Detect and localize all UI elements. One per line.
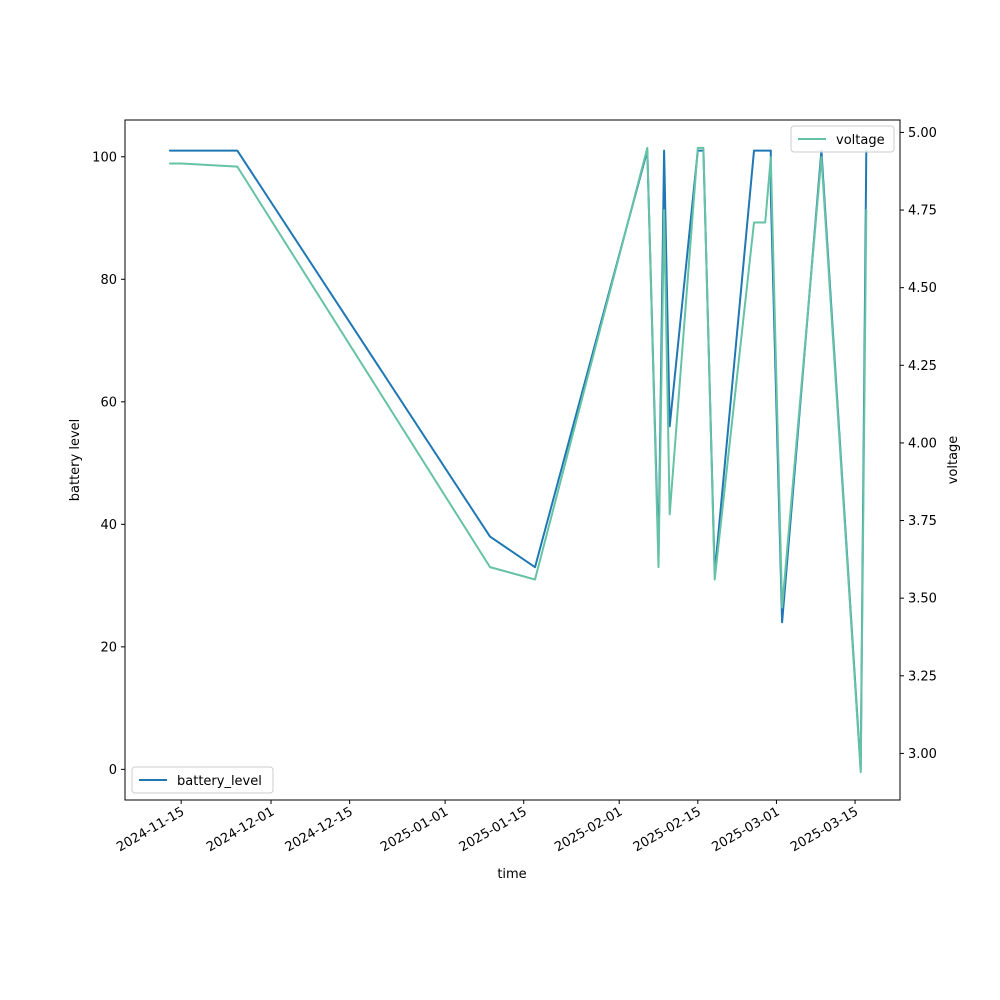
- y-right-tick-label: 3.00: [908, 747, 937, 762]
- legend-battery-level-label: battery_level: [177, 774, 262, 789]
- y-axis-right: 3.00 3.25 3.50 3.75 4.00 4.25 4.50 4.75 5.00: [900, 126, 937, 762]
- y-right-tick-label: 5.00: [908, 126, 937, 141]
- legend-voltage-label: voltage: [836, 133, 885, 148]
- y-axis-left: 0 20 40 60 80 100: [92, 150, 125, 778]
- y-left-tick-label: 40: [100, 518, 117, 533]
- y-right-tick-label: 4.50: [908, 281, 937, 296]
- y-axis-right-label: voltage: [946, 436, 961, 485]
- y-right-tick-label: 4.75: [908, 204, 937, 219]
- plot-frame: [124, 119, 901, 801]
- legend-voltage: voltage: [790, 125, 895, 153]
- series-layer: [168, 146, 868, 774]
- legend-voltage-box: [790, 125, 895, 153]
- y-left-tick-label: 100: [92, 150, 117, 165]
- y-right-tick-label: 3.25: [908, 669, 937, 684]
- y-left-tick-label: 20: [100, 640, 117, 655]
- legend-battery-level-box: [131, 766, 274, 794]
- y-right-tick-label: 3.75: [908, 514, 937, 529]
- legend-battery-level: battery_level: [131, 766, 274, 794]
- y-axis-left-label: battery level: [68, 419, 83, 502]
- y-right-tick-label: 4.25: [908, 359, 937, 374]
- y-right-tick-label: 3.50: [908, 592, 937, 607]
- series-line-voltage: [168, 146, 868, 774]
- x-axis-label: time: [497, 867, 526, 882]
- y-left-tick-label: 80: [100, 273, 117, 288]
- y-right-tick-label: 4.00: [908, 436, 937, 451]
- y-left-tick-label: 60: [100, 395, 117, 410]
- y-left-tick-label: 0: [109, 763, 117, 778]
